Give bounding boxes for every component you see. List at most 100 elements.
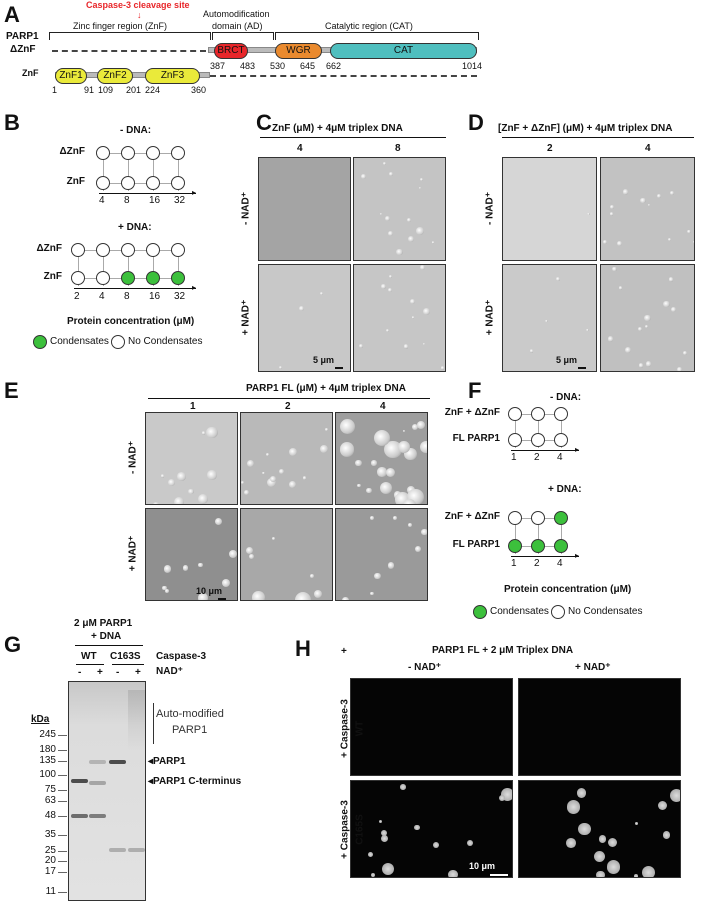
droplet [371, 460, 377, 466]
droplet [302, 476, 307, 480]
droplet [244, 489, 250, 495]
droplet [247, 459, 255, 467]
droplet [411, 423, 418, 431]
znf-position: 224 [145, 85, 161, 95]
droplet [198, 592, 209, 600]
kda-label: kDa [31, 714, 50, 725]
panel-label-f: F [468, 378, 482, 403]
droplet [385, 328, 390, 333]
wgr-domain: WGR [275, 43, 322, 59]
tick-label: 4 [99, 291, 105, 302]
ad-region-label-1: Automodification [203, 9, 270, 19]
grid-line [103, 153, 104, 191]
droplet [624, 346, 631, 353]
condensate-circle [554, 511, 568, 525]
d-col: 4 [645, 143, 651, 154]
row-label: ΔZnF [36, 243, 62, 254]
droplet [669, 788, 680, 803]
no-condensate-circle [121, 176, 135, 190]
no-condensate-circle [554, 433, 568, 447]
plus-dna-label: + DNA: [548, 484, 582, 495]
droplet [669, 191, 674, 196]
marker-tick [58, 872, 67, 873]
c-col: 8 [395, 143, 401, 154]
grid-line [515, 518, 516, 554]
no-condensate-circle [508, 407, 522, 421]
droplet [357, 483, 361, 488]
marker-label: 25 [44, 845, 56, 856]
no-condensate-circle [96, 146, 110, 160]
droplet [163, 565, 172, 574]
droplet [388, 231, 394, 237]
caspase-label: Caspase-3 [156, 651, 207, 662]
droplet [339, 442, 355, 457]
gel-band [89, 760, 106, 764]
lane-sign: + [97, 667, 103, 678]
droplet [415, 545, 422, 552]
h-col-minus-nad: - NAD⁺ [408, 662, 442, 673]
droplet [278, 468, 284, 474]
droplet [423, 342, 426, 345]
condensate-circle [121, 271, 135, 285]
droplet [267, 477, 277, 487]
droplet [177, 471, 186, 481]
marker-tick [58, 892, 67, 893]
no-condensate-circle [121, 243, 135, 257]
scale-bar [335, 367, 343, 369]
droplet [640, 197, 646, 204]
droplet [635, 822, 639, 825]
droplet [622, 189, 629, 196]
title-underline [260, 137, 446, 138]
znf2-domain: ZnF2 [97, 68, 133, 84]
cleavage-site-label: Caspase-3 cleavage site [86, 0, 190, 10]
condensate-circle [146, 271, 160, 285]
no-condensate-circle [96, 176, 110, 190]
micrograph [240, 508, 333, 601]
panel-label-d: D [468, 110, 484, 135]
grid-line [178, 153, 179, 191]
tick-label: 16 [149, 195, 161, 206]
h-col-plus-nad: + NAD⁺ [575, 662, 611, 673]
droplet [381, 284, 386, 289]
cat-bracket [275, 32, 479, 40]
no-condensate-circle [171, 243, 185, 257]
droplet [576, 788, 587, 799]
no-condensate-circle [531, 407, 545, 421]
no-condensate-circle [171, 176, 185, 190]
h-title: PARP1 FL + 2 μM Triplex DNA [432, 645, 574, 656]
droplet [423, 308, 430, 315]
marker-label: 11 [45, 886, 56, 897]
droplet [355, 459, 362, 467]
droplet [500, 787, 512, 801]
droplet [288, 480, 296, 488]
droplet [162, 585, 167, 591]
no-condensate-circle [146, 243, 160, 257]
dznf-missing-region [52, 50, 206, 52]
gel-band [109, 760, 126, 764]
marker-label: 63 [44, 795, 56, 806]
axis-arrow-icon: ▸ [575, 551, 580, 560]
no-condensate-circle [171, 146, 185, 160]
no-condensate-circle [531, 433, 545, 447]
marker-label: 17 [44, 866, 56, 877]
x-axis [99, 193, 196, 194]
e-col: 4 [380, 401, 386, 412]
znf-bracket [49, 32, 211, 40]
cleavage-arrow-icon: ↓ [137, 10, 142, 20]
micrograph [258, 264, 351, 372]
droplet [618, 286, 622, 290]
znf-position: 1 [52, 85, 58, 95]
droplet [380, 829, 388, 837]
droplet [173, 496, 184, 504]
droplet [384, 440, 402, 458]
grid-line [178, 250, 179, 286]
droplet [566, 800, 581, 814]
droplet [374, 572, 381, 580]
tick-label: 2 [534, 558, 540, 569]
no-condensate-circle [531, 511, 545, 525]
gel-band [89, 781, 106, 785]
brct-domain: BRCT [214, 43, 248, 59]
no-condensate-circle [508, 433, 522, 447]
droplet [381, 862, 395, 876]
